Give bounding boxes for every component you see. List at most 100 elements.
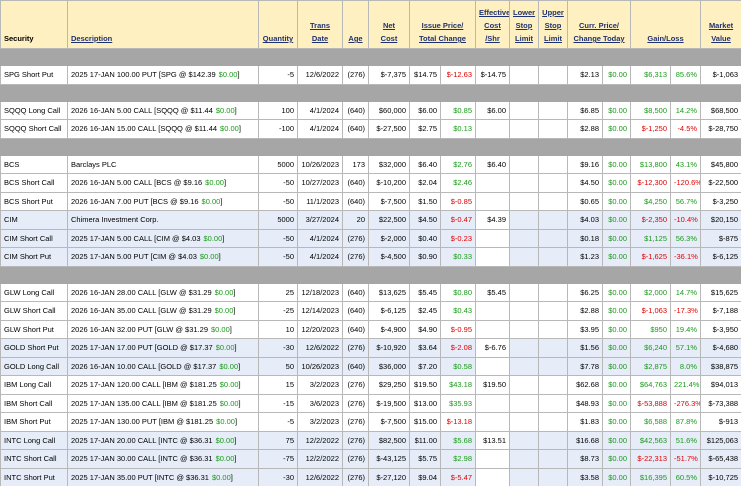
cell-age: (276) xyxy=(342,338,369,358)
cell-security: SPG Short Put xyxy=(0,65,68,85)
cell-mv: $-65,438 xyxy=(700,449,741,469)
cell-qty: 25 xyxy=(258,282,298,302)
column-header[interactable]: Effective Cost/Shr xyxy=(475,0,511,49)
holding-row: BCS Short Put 2026 16-JAN 7.00 PUT [BCS @… xyxy=(0,191,741,211)
holding-row: SQQQ Long Call 2026 16-JAN 5.00 CALL [SQQ… xyxy=(0,100,741,120)
cell-date: 10/27/2023 xyxy=(297,173,343,193)
cell-eff: $6.00 xyxy=(475,100,511,120)
header-text: Quantity xyxy=(262,34,294,43)
cell-today: $0.00 xyxy=(602,247,632,267)
cell-age: (640) xyxy=(342,319,369,339)
cell-chg: $-0.23 xyxy=(439,228,477,248)
cell-age: (276) xyxy=(342,449,369,469)
cell-gain: $6,240 xyxy=(630,338,672,358)
column-header[interactable]: Lower Stop Limit xyxy=(509,0,540,49)
cell-chg: $0.13 xyxy=(439,119,477,139)
description-part: $0.00 xyxy=(199,252,219,262)
cell-issue: $9.04 xyxy=(409,467,441,486)
cell-mv: $-73,388 xyxy=(700,393,741,413)
cell-today: $0.00 xyxy=(602,228,632,248)
description-part: 2025 17-JAN 130.00 PUT [IBM @ $181.25 xyxy=(71,417,214,427)
cell-upper xyxy=(538,449,569,469)
description-part: $0.00 xyxy=(214,306,234,316)
cell-gain: $-22,313 xyxy=(630,449,672,469)
section-separator xyxy=(0,48,741,66)
description-part: 2025 17-JAN 20.00 CALL [INTC @ $36.31 xyxy=(71,435,213,445)
cell-gain: $950 xyxy=(630,319,672,339)
cell-qty: -50 xyxy=(258,247,298,267)
cell-gain: $-1,250 xyxy=(630,119,672,139)
cell-chg: $0.43 xyxy=(439,301,477,321)
cell-lower xyxy=(509,301,540,321)
cell-cost: $-19,500 xyxy=(368,393,410,413)
cell-lower xyxy=(509,375,540,395)
cell-issue: $4.50 xyxy=(409,210,441,230)
cell-chg: $-2.08 xyxy=(439,338,477,358)
cell-mv: $38,875 xyxy=(700,356,741,376)
cell-eff xyxy=(475,191,511,211)
cell-security: BCS Short Call xyxy=(0,173,68,193)
cell-desc: 2026 16-JAN 5.00 CALL [BCS @ $9.16 $0.00] xyxy=(67,173,259,193)
cell-upper xyxy=(538,247,569,267)
cell-age: (276) xyxy=(342,430,369,450)
cell-cost: $60,000 xyxy=(368,100,410,120)
column-header[interactable]: Age xyxy=(342,0,369,49)
cell-curr: $4.50 xyxy=(567,173,604,193)
cell-pct: -276.3% xyxy=(670,393,702,413)
column-header[interactable]: Upper Stop Limit xyxy=(538,0,569,49)
cell-mv: $-875 xyxy=(700,228,741,248)
cell-desc: 2026 16-JAN 5.00 CALL [SQQQ @ $11.44 $0.0… xyxy=(67,100,259,120)
cell-qty: -30 xyxy=(258,467,298,486)
cell-mv: $20,150 xyxy=(700,210,741,230)
cell-pct: -36.1% xyxy=(670,247,702,267)
cell-desc: Chimera Investment Corp. xyxy=(67,210,259,230)
column-header[interactable]: Quantity xyxy=(258,0,298,49)
description-part: 2026 16-JAN 15.00 CALL [SQQQ @ $11.44 xyxy=(71,124,218,134)
description-part: $0.00 xyxy=(201,196,221,206)
cell-mv: $-28,750 xyxy=(700,119,741,139)
cell-chg: $-0.47 xyxy=(439,210,477,230)
cell-chg: $0.58 xyxy=(439,356,477,376)
cell-eff: $6.40 xyxy=(475,154,511,174)
column-header[interactable]: Description xyxy=(67,0,259,49)
cell-today: $0.00 xyxy=(602,375,632,395)
cell-upper xyxy=(538,375,569,395)
description-part: $0.00 xyxy=(215,343,235,353)
cell-curr: $8.73 xyxy=(567,449,604,469)
cell-pct: -10.4% xyxy=(670,210,702,230)
holding-row: INTC Short Put 2025 17-JAN 35.00 PUT [INT… xyxy=(0,467,741,486)
cell-qty: -5 xyxy=(258,412,298,432)
column-header[interactable]: Gain/Loss xyxy=(630,0,702,49)
header-text: Security xyxy=(4,34,34,43)
cell-curr: $0.18 xyxy=(567,228,604,248)
cell-mv: $-913 xyxy=(700,412,741,432)
cell-upper xyxy=(538,173,569,193)
cell-eff xyxy=(475,173,511,193)
description-part: $0.00 xyxy=(218,70,238,80)
holding-row: GLW Short Call 2026 16-JAN 35.00 CALL [GL… xyxy=(0,301,741,321)
description-part: ] xyxy=(220,196,223,206)
cell-chg: $0.85 xyxy=(439,100,477,120)
cell-date: 11/1/2023 xyxy=(297,191,343,211)
cell-eff xyxy=(475,412,511,432)
column-header[interactable]: Net Cost xyxy=(368,0,410,49)
column-header[interactable]: Curr. Price/Change Today xyxy=(567,0,632,49)
cell-curr: $9.16 xyxy=(567,154,604,174)
column-header[interactable]: Trans Date xyxy=(297,0,343,49)
column-header[interactable]: Issue Price/Total Change xyxy=(408,0,477,49)
cell-desc: 2025 17-JAN 5.00 CALL [CIM @ $4.03 $0.00] xyxy=(67,228,259,248)
cell-eff xyxy=(475,301,511,321)
cell-qty: 50 xyxy=(258,356,298,376)
header-text: Issue Price/ xyxy=(421,21,464,30)
description-part: ] xyxy=(218,252,221,262)
column-header[interactable]: Market Value xyxy=(700,0,741,49)
cell-qty: -50 xyxy=(258,228,298,248)
cell-pct: 19.4% xyxy=(670,319,702,339)
description-part: 2025 17-JAN 17.00 PUT [GOLD @ $17.37 xyxy=(71,343,213,353)
description-part: ] xyxy=(223,178,227,188)
cell-curr: $7.78 xyxy=(567,356,604,376)
description-part: ] xyxy=(238,361,241,371)
cell-pct: 43.1% xyxy=(670,154,702,174)
cell-issue: $6.00 xyxy=(409,100,441,120)
description-part: 2026 16-JAN 32.00 PUT [GLW @ $31.29 xyxy=(71,324,208,334)
